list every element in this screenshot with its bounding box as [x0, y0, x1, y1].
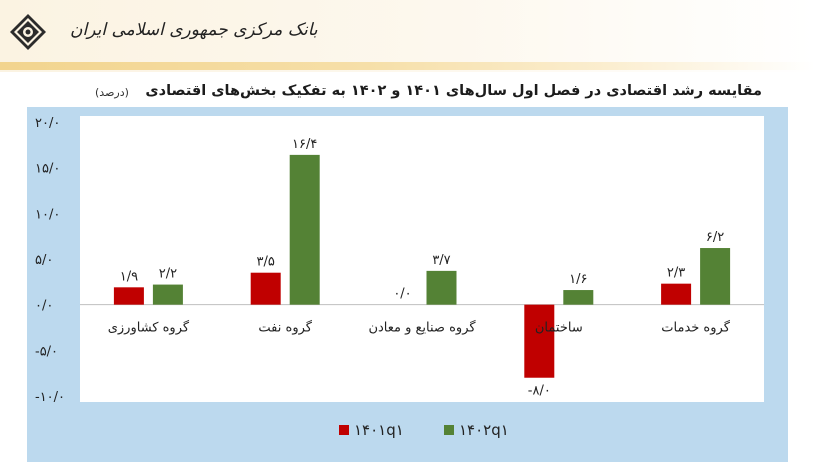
data-label: ۶/۲	[706, 230, 724, 245]
bar	[152, 284, 183, 305]
x-category-label: گروه خدمات	[661, 320, 730, 336]
y-tick-label: ۲۰/۰	[35, 116, 60, 131]
legend-label: ۱۴۰۱q۱	[354, 421, 404, 439]
data-label: ۱/۹	[120, 269, 138, 284]
bar	[426, 270, 457, 305]
legend-swatch	[339, 425, 349, 435]
legend-swatch	[444, 425, 454, 435]
chart-title: مقایسه رشد اقتصادی در فصل اول سال‌های ۱۴…	[145, 83, 762, 99]
header-stripe	[0, 62, 815, 70]
y-tick-label: -۱۰/۰	[35, 390, 65, 405]
y-tick-label: ۱۵/۰	[35, 162, 60, 177]
chart-unit-label: (درصد)	[95, 86, 129, 99]
data-label: ۰/۰	[393, 287, 411, 302]
data-label: ۱/۶	[569, 272, 587, 287]
bar-chart: ۲۰/۰ ۱۵/۰ ۱۰/۰ ۵/۰ ۰/۰ -۵/۰ -۱۰/۰ ۱/۹ ۲/۲ گروه کش…	[35, 116, 764, 439]
data-label: ۳/۵	[257, 255, 275, 270]
plot-area	[80, 116, 764, 402]
data-label: -۸/۰	[528, 384, 551, 399]
bar	[289, 154, 320, 305]
data-label: ۲/۲	[159, 267, 177, 282]
y-tick-label: -۵/۰	[35, 344, 58, 359]
data-label: ۳/۷	[432, 253, 450, 268]
y-tick-label: ۰/۰	[35, 299, 53, 314]
legend-label: ۱۴۰۲q۱	[459, 421, 509, 439]
x-category-label: گروه کشاورزی	[108, 320, 190, 336]
y-tick-label: ۱۰/۰	[35, 207, 60, 222]
x-category-label: ساختمان	[535, 321, 583, 336]
bar	[250, 272, 281, 305]
bar	[563, 290, 594, 305]
bar	[661, 283, 692, 305]
bar	[113, 287, 144, 305]
y-tick-label: ۵/۰	[35, 253, 53, 268]
x-category-label: گروه صنایع و معادن	[368, 320, 476, 336]
page-header: بانک مرکزی جمهوری اسلامی ایران	[0, 0, 815, 72]
chart-panel: ۲۰/۰ ۱۵/۰ ۱۰/۰ ۵/۰ ۰/۰ -۵/۰ -۱۰/۰ ۱/۹ ۲/۲ گروه کش…	[27, 107, 788, 462]
data-label: ۲/۳	[667, 266, 685, 281]
bank-name: بانک مرکزی جمهوری اسلامی ایران	[70, 20, 318, 40]
chart-title-row: مقایسه رشد اقتصادی در فصل اول سال‌های ۱۴…	[0, 80, 815, 106]
data-label: ۱۶/۴	[292, 137, 317, 152]
bar	[524, 304, 555, 378]
bar	[700, 248, 731, 305]
central-bank-logo-icon	[8, 12, 48, 52]
x-category-label: گروه نفت	[258, 320, 312, 336]
